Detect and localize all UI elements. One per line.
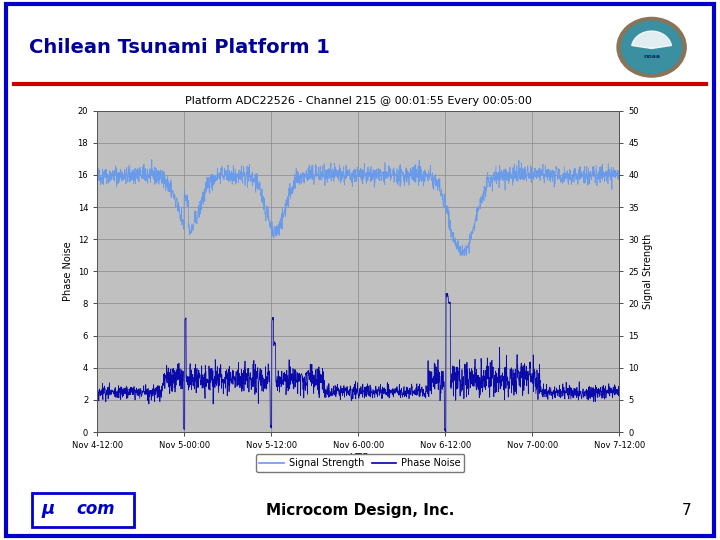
Title: Platform ADC22526 - Channel 215 @ 00:01:55 Every 00:05:00: Platform ADC22526 - Channel 215 @ 00:01:… [185, 96, 531, 106]
FancyBboxPatch shape [32, 493, 134, 527]
Circle shape [617, 17, 686, 77]
Y-axis label: Signal Strength: Signal Strength [643, 234, 653, 309]
X-axis label: UTC: UTC [348, 453, 368, 463]
Text: μ: μ [42, 500, 55, 518]
Text: Chilean Tsunami Platform 1: Chilean Tsunami Platform 1 [29, 38, 330, 57]
Y-axis label: Phase Noise: Phase Noise [63, 241, 73, 301]
Text: Microcom Design, Inc.: Microcom Design, Inc. [266, 503, 454, 518]
Text: com: com [76, 500, 115, 518]
Text: noaa: noaa [643, 54, 660, 59]
Circle shape [621, 21, 682, 73]
Text: 7: 7 [682, 503, 691, 518]
Wedge shape [631, 31, 672, 49]
Legend: Signal Strength, Phase Noise: Signal Strength, Phase Noise [256, 454, 464, 472]
